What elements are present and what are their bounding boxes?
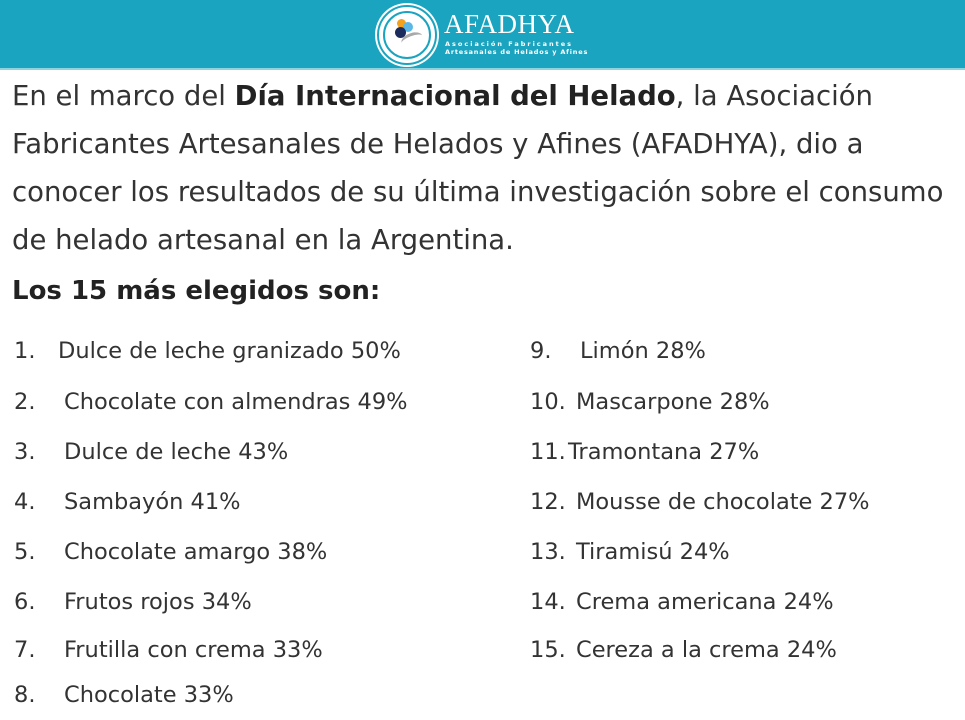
list-item: 8. Chocolate 33% <box>14 682 234 708</box>
item-text: Chocolate con almendras 49% <box>64 389 408 415</box>
item-text: Crema americana 24% <box>576 589 834 615</box>
list-heading: Los 15 más elegidos son: <box>12 276 381 306</box>
item-number: 5. <box>14 539 36 565</box>
item-number: 13. <box>530 539 566 565</box>
item-text: Frutos rojos 34% <box>64 589 252 615</box>
brand-subtitle: Asociación Fabricantes Artesanales de He… <box>445 40 589 56</box>
item-text: Chocolate amargo 38% <box>64 539 328 565</box>
list-item: 7. Frutilla con crema 33% <box>14 637 323 663</box>
list-item: 10. Mascarpone 28% <box>530 389 770 415</box>
item-number: 4. <box>14 489 36 515</box>
item-number: 6. <box>14 589 36 615</box>
item-text: Tiramisú 24% <box>576 539 730 565</box>
list-item: 12. Mousse de chocolate 27% <box>530 489 870 515</box>
item-number: 11. <box>530 439 566 465</box>
item-number: 8. <box>14 682 36 708</box>
item-text: Dulce de leche granizado 50% <box>58 338 401 364</box>
item-number: 10. <box>530 389 566 415</box>
item-text: Cereza a la crema 24% <box>576 637 837 663</box>
list-item: 14. Crema americana 24% <box>530 589 834 615</box>
item-text: Sambayón 41% <box>64 489 241 515</box>
intro-bold: Día Internacional del Helado <box>234 80 676 112</box>
item-text: Frutilla con crema 33% <box>64 637 323 663</box>
list-item: 5. Chocolate amargo 38% <box>14 539 327 565</box>
item-number: 15. <box>530 637 566 663</box>
list-item: 15. Cereza a la crema 24% <box>530 637 837 663</box>
item-text: Mousse de chocolate 27% <box>576 489 870 515</box>
list-item: 6. Frutos rojos 34% <box>14 589 252 615</box>
item-text: Dulce de leche 43% <box>64 439 289 465</box>
list-item: 9. Limón 28% <box>530 338 706 364</box>
item-text: Mascarpone 28% <box>576 389 770 415</box>
list-item: 1. Dulce de leche granizado 50% <box>14 338 401 364</box>
header-banner: AFADHYA Asociación Fabricantes Artesanal… <box>0 0 965 70</box>
item-text: Chocolate 33% <box>64 682 234 708</box>
afadhya-logo-icon <box>377 5 437 65</box>
item-number: 14. <box>530 589 566 615</box>
item-number: 12. <box>530 489 566 515</box>
item-text: Tramontana 27% <box>568 439 760 465</box>
intro-paragraph: En el marco del Día Internacional del He… <box>12 80 944 256</box>
list-item: 4. Sambayón 41% <box>14 489 241 515</box>
item-number: 7. <box>14 637 36 663</box>
list-item: 11.Tramontana 27% <box>530 439 759 465</box>
list-item: 3. Dulce de leche 43% <box>14 439 288 465</box>
item-text: Limón 28% <box>580 338 706 364</box>
item-number: 2. <box>14 389 36 415</box>
brand-name: AFADHYA <box>444 9 575 39</box>
item-number: 1. <box>14 338 36 364</box>
list-item: 2. Chocolate con almendras 49% <box>14 389 408 415</box>
list-item: 13. Tiramisú 24% <box>530 539 730 565</box>
item-number: 9. <box>530 338 552 364</box>
item-number: 3. <box>14 439 36 465</box>
